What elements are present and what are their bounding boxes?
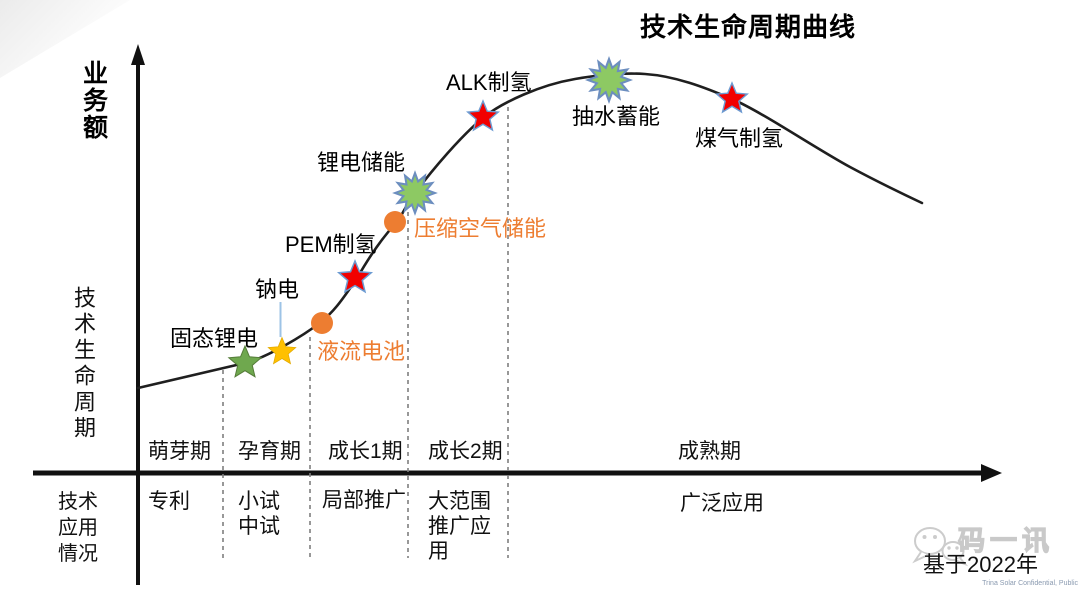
y-axis <box>131 44 145 585</box>
tech-marker-4-circle-icon <box>384 211 406 233</box>
tech-marker-2-circle-icon <box>311 312 333 334</box>
based-on-year-note: 基于2022年 <box>923 552 1038 577</box>
tech-marker-5-burst-icon <box>395 173 435 213</box>
phase-label-3: 成长2期 <box>428 440 503 463</box>
lifecycle-axis-label: 技术生命周期 <box>70 286 96 442</box>
tech-label-5: 锂电储能 <box>317 150 406 175</box>
tech-label-2: 液流电池 <box>317 339 406 364</box>
x-axis <box>33 464 1002 482</box>
tech-marker-7-burst-icon <box>588 59 630 101</box>
y-axis-arrowhead <box>131 44 145 65</box>
tech-label-7: 抽水蓄能 <box>572 104 661 129</box>
watermark-text: 码一讯 <box>957 525 1054 556</box>
x-axis-arrowhead <box>981 464 1002 482</box>
application-axis-label: 技术 应用 情况 <box>58 491 98 565</box>
application-label-3: 大范围 推广应 用 <box>428 490 491 563</box>
phase-separators <box>222 107 509 558</box>
phase-label-1: 孕育期 <box>238 440 301 463</box>
tech-label-0: 固态锂电 <box>170 326 259 351</box>
tech-marker-3-star-icon <box>339 261 371 292</box>
tech-label-6: ALK制氢 <box>446 70 532 95</box>
phase-label-2: 成长1期 <box>328 440 403 463</box>
page-title: 技术生命周期曲线 <box>640 12 857 42</box>
tech-label-3: PEM制氢 <box>285 232 377 257</box>
confidential-note: Trina Solar Confidential, Public <box>982 580 1078 587</box>
phase-label-4: 成熟期 <box>678 440 741 463</box>
tech-label-1: 钠电 <box>255 277 300 302</box>
application-label-2: 局部推广 <box>322 489 406 512</box>
application-label-4: 广泛应用 <box>680 492 764 515</box>
tech-label-8: 煤气制氢 <box>695 126 784 151</box>
phase-label-0: 萌芽期 <box>148 440 211 463</box>
y-axis-label: 业务额 <box>79 60 108 141</box>
application-label-1: 小试 中试 <box>238 490 280 538</box>
tech-marker-8-star-icon <box>717 83 747 112</box>
application-label-0: 专利 <box>148 490 190 513</box>
wechat-bubbles-icon <box>912 527 969 567</box>
tech-label-4: 压缩空气储能 <box>414 216 547 241</box>
lifecycle-curve <box>136 72 924 390</box>
